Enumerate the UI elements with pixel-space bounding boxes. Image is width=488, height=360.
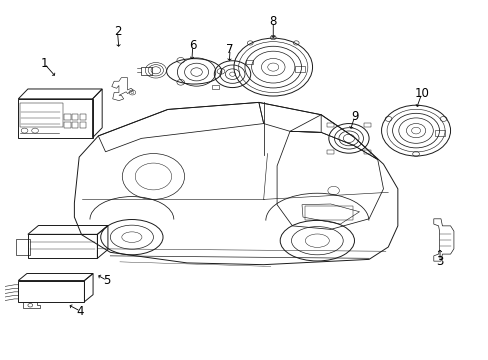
Bar xyxy=(141,67,152,75)
Bar xyxy=(434,130,444,136)
Bar xyxy=(294,66,305,72)
Bar xyxy=(326,150,333,154)
Bar xyxy=(18,99,92,138)
Bar xyxy=(80,114,86,120)
Bar xyxy=(364,123,370,126)
Bar xyxy=(211,85,219,89)
Bar xyxy=(64,122,70,128)
Bar xyxy=(28,234,97,258)
Text: 10: 10 xyxy=(413,87,428,100)
Text: 4: 4 xyxy=(77,305,84,318)
Bar xyxy=(72,114,78,120)
Text: 8: 8 xyxy=(269,15,276,28)
Bar xyxy=(305,206,352,220)
Bar xyxy=(64,114,70,120)
Bar xyxy=(18,280,84,302)
Bar xyxy=(72,122,78,128)
Text: 7: 7 xyxy=(226,43,233,56)
Text: 9: 9 xyxy=(350,110,358,123)
Bar xyxy=(364,150,370,154)
Text: 3: 3 xyxy=(435,255,443,267)
Bar xyxy=(326,123,333,126)
Bar xyxy=(245,59,253,64)
Bar xyxy=(20,103,63,127)
Text: 6: 6 xyxy=(188,40,196,53)
Text: 1: 1 xyxy=(41,57,48,70)
Bar xyxy=(80,122,86,128)
Text: 2: 2 xyxy=(114,25,121,38)
Bar xyxy=(16,239,30,255)
Text: 5: 5 xyxy=(103,274,110,287)
